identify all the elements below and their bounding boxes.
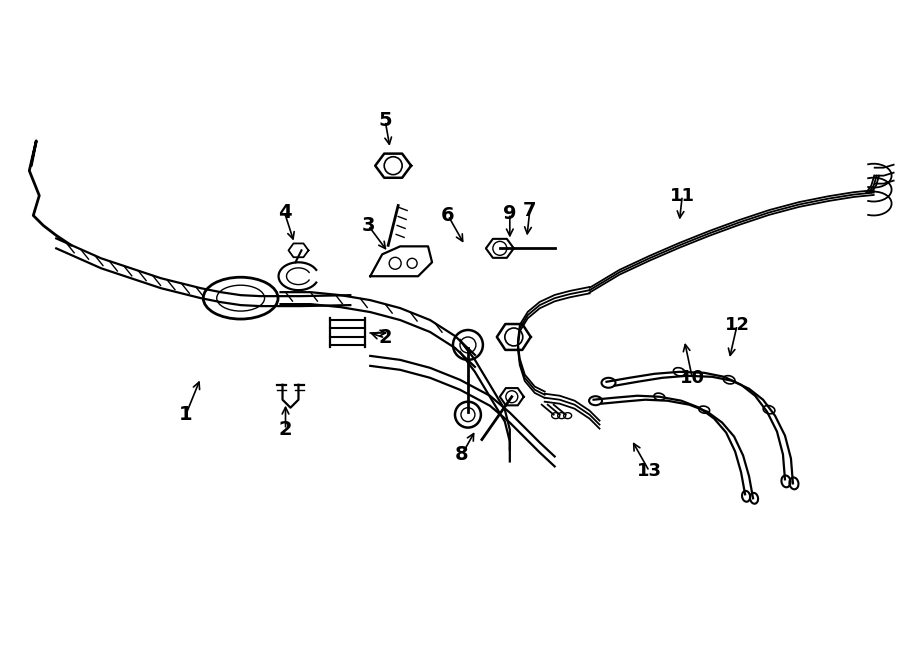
- Text: 11: 11: [670, 186, 695, 204]
- Text: 2: 2: [378, 329, 392, 348]
- Text: 13: 13: [637, 463, 662, 481]
- Text: 8: 8: [455, 445, 469, 464]
- Text: 5: 5: [378, 112, 392, 130]
- Text: 12: 12: [724, 316, 750, 334]
- Text: 10: 10: [680, 369, 705, 387]
- Text: 9: 9: [503, 204, 517, 223]
- Text: 6: 6: [441, 206, 454, 225]
- Text: 7: 7: [523, 201, 536, 220]
- Text: 1: 1: [179, 405, 193, 424]
- Text: 3: 3: [362, 216, 375, 235]
- Text: 2: 2: [279, 420, 292, 439]
- Text: 4: 4: [278, 203, 292, 222]
